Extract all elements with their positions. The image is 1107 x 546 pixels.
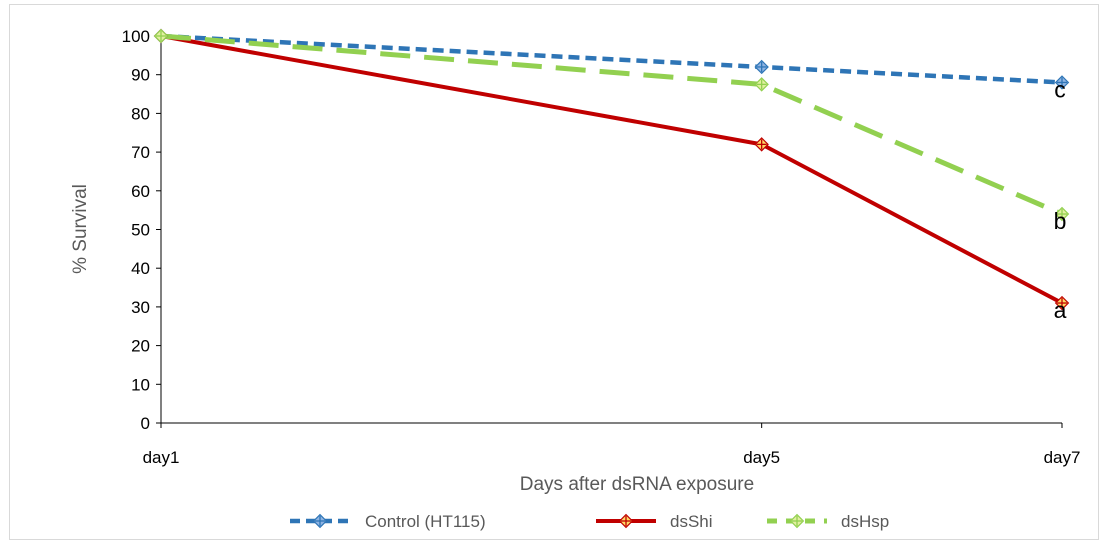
data-point bbox=[1054, 75, 1070, 90]
y-tick-label: 40 bbox=[131, 259, 150, 278]
data-point bbox=[1054, 206, 1070, 222]
annotation-layer: c a b bbox=[1054, 76, 1067, 323]
legend-swatch-marker bbox=[789, 513, 805, 529]
data-point bbox=[754, 77, 769, 92]
y-tick-label: 70 bbox=[131, 143, 150, 162]
y-tick-label: 10 bbox=[131, 375, 150, 394]
legend-label: dsHsp bbox=[841, 512, 889, 531]
series-layer bbox=[160, 33, 1063, 305]
data-point bbox=[1054, 295, 1070, 311]
legend-entry: Control (HT115) bbox=[290, 512, 486, 531]
legend-entry: dsHsp bbox=[767, 512, 889, 531]
x-axis-title: Days after dsRNA exposure bbox=[520, 474, 754, 495]
significance-label: a bbox=[1054, 297, 1067, 323]
y-tick-label: 90 bbox=[131, 66, 150, 85]
series-line-2 bbox=[160, 33, 1063, 217]
legend-label: Control (HT115) bbox=[365, 512, 486, 531]
chart-frame bbox=[9, 4, 1099, 540]
data-point bbox=[153, 28, 169, 44]
legend: Control (HT115) dsShi dsHsp bbox=[290, 512, 889, 531]
legend-entry: dsShi bbox=[596, 512, 713, 531]
y-tick-label: 20 bbox=[131, 337, 150, 356]
markers-layer bbox=[153, 28, 1070, 311]
y-tick-label: 80 bbox=[131, 104, 150, 123]
x-tick-label: day7 bbox=[1044, 448, 1081, 467]
y-tick-label: 100 bbox=[122, 27, 150, 46]
y-tick-label: 60 bbox=[131, 182, 150, 201]
significance-label: c bbox=[1054, 76, 1066, 102]
y-tick-label: 0 bbox=[141, 414, 150, 433]
x-tick-label: day5 bbox=[743, 448, 780, 467]
legend-swatch-marker bbox=[618, 513, 634, 529]
data-point bbox=[754, 59, 769, 75]
data-point bbox=[754, 137, 769, 152]
x-tick-label: day1 bbox=[143, 448, 180, 467]
axes-layer: 0 10 20 30 40 50 60 70 80 90 100 day1 day5 day7 bbox=[122, 27, 1081, 467]
y-axis-title: % Survival bbox=[70, 184, 91, 274]
significance-label: b bbox=[1054, 208, 1067, 234]
legend-label: dsShi bbox=[670, 512, 713, 531]
y-tick-label: 30 bbox=[131, 298, 150, 317]
y-tick-label: 50 bbox=[131, 221, 150, 240]
legend-swatch-marker bbox=[312, 513, 328, 529]
